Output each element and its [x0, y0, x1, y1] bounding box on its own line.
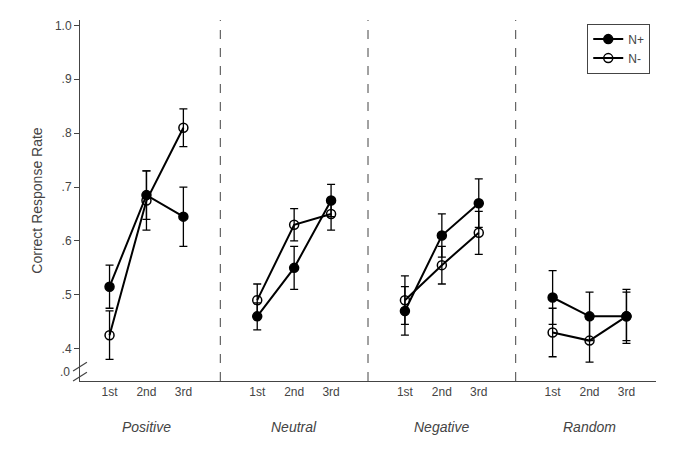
- svg-text:3rd: 3rd: [322, 385, 339, 399]
- svg-text:1st: 1st: [249, 385, 266, 399]
- svg-text:.0: .0: [60, 365, 70, 379]
- svg-text:1st: 1st: [397, 385, 414, 399]
- svg-text:.6: .6: [62, 234, 72, 248]
- svg-text:2nd: 2nd: [432, 385, 452, 399]
- svg-text:3rd: 3rd: [470, 385, 487, 399]
- svg-text:Negative: Negative: [414, 419, 469, 435]
- svg-text:Random: Random: [563, 419, 616, 435]
- svg-text:3rd: 3rd: [175, 385, 192, 399]
- svg-text:.8: .8: [62, 126, 72, 140]
- svg-text:2nd: 2nd: [136, 385, 156, 399]
- svg-text:2nd: 2nd: [284, 385, 304, 399]
- svg-text:.9: .9: [62, 72, 72, 86]
- svg-text:.7: .7: [62, 180, 72, 194]
- svg-text:N+: N+: [628, 33, 644, 47]
- svg-text:1.0: 1.0: [55, 19, 72, 33]
- svg-text:Neutral: Neutral: [271, 419, 317, 435]
- svg-text:1st: 1st: [545, 385, 562, 399]
- svg-text:3rd: 3rd: [618, 385, 635, 399]
- svg-text:Positive: Positive: [122, 419, 171, 435]
- svg-text:1st: 1st: [102, 385, 119, 399]
- svg-text:.4: .4: [62, 342, 72, 356]
- svg-text:2nd: 2nd: [580, 385, 600, 399]
- svg-text:Correct Response Rate: Correct Response Rate: [29, 127, 45, 274]
- svg-text:.5: .5: [62, 288, 72, 302]
- svg-text:N-: N-: [628, 52, 641, 66]
